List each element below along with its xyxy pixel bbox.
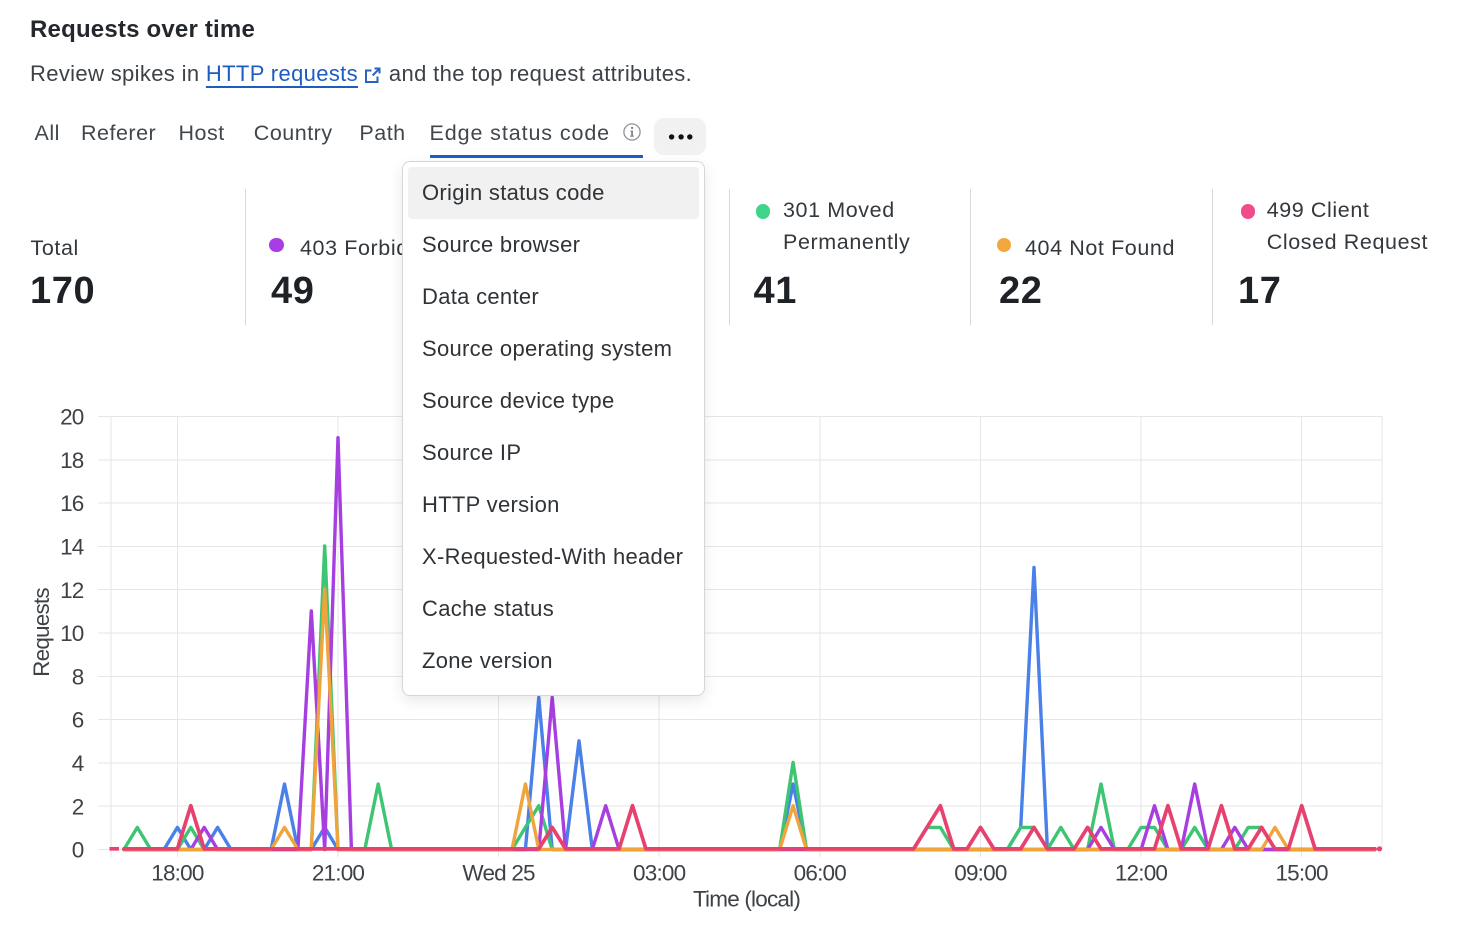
svg-text:8: 8 bbox=[72, 664, 84, 689]
svg-text:Wed 25: Wed 25 bbox=[462, 861, 535, 886]
svg-text:0: 0 bbox=[72, 838, 84, 863]
svg-text:12: 12 bbox=[60, 578, 84, 603]
svg-text:09:00: 09:00 bbox=[954, 861, 1007, 886]
svg-text:21:00: 21:00 bbox=[312, 861, 365, 886]
svg-text:2: 2 bbox=[72, 794, 84, 819]
svg-text:18: 18 bbox=[60, 448, 84, 473]
svg-text:16: 16 bbox=[60, 491, 84, 516]
svg-text:03:00: 03:00 bbox=[633, 861, 686, 886]
svg-text:Time (local): Time (local) bbox=[693, 887, 800, 912]
svg-text:12:00: 12:00 bbox=[1115, 861, 1168, 886]
svg-text:06:00: 06:00 bbox=[794, 861, 847, 886]
svg-text:14: 14 bbox=[60, 535, 84, 560]
svg-text:Requests: Requests bbox=[29, 588, 54, 677]
svg-text:18:00: 18:00 bbox=[151, 861, 204, 886]
svg-text:10: 10 bbox=[60, 621, 84, 646]
svg-text:20: 20 bbox=[60, 405, 84, 430]
svg-text:6: 6 bbox=[72, 708, 84, 733]
svg-text:15:00: 15:00 bbox=[1275, 861, 1328, 886]
svg-text:4: 4 bbox=[72, 751, 84, 776]
